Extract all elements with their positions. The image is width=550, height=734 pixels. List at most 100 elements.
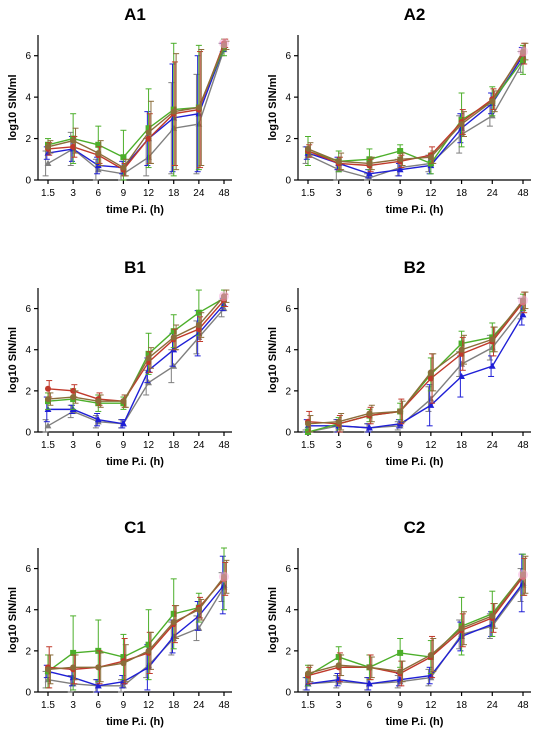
data-point: [145, 647, 152, 654]
x-axis-label: time P.i. (h): [386, 204, 444, 216]
x-tick-label: 12: [143, 188, 155, 199]
data-point: [195, 624, 203, 631]
x-tick-label: 12: [425, 440, 437, 451]
x-axis-label: time P.i. (h): [106, 456, 164, 468]
y-tick-label: 0: [285, 428, 291, 439]
data-point: [145, 135, 152, 142]
chart-title: B1: [124, 258, 146, 277]
y-tick-label: 6: [25, 304, 31, 315]
series-blue: [43, 297, 228, 429]
x-tick-label: 18: [456, 440, 468, 451]
x-axis-label: time P.i. (h): [386, 456, 444, 468]
data-point: [45, 666, 51, 673]
x-tick-label: 12: [143, 440, 155, 451]
data-point: [145, 641, 152, 648]
data-point: [170, 108, 177, 115]
series-brown: [45, 559, 230, 685]
x-tick-label: 48: [218, 700, 230, 711]
chart-title: C2: [404, 518, 426, 537]
highlight-halo: [219, 571, 229, 582]
data-point: [397, 408, 404, 415]
data-point: [95, 398, 102, 405]
data-point: [70, 649, 77, 656]
x-tick-label: 1.5: [41, 440, 55, 451]
x-tick-label: 18: [168, 440, 180, 451]
x-tick-label: 48: [517, 440, 529, 451]
y-tick-label: 2: [25, 646, 31, 657]
series-line: [47, 295, 225, 402]
series-line: [47, 578, 225, 672]
data-point: [458, 346, 465, 353]
x-tick-label: 1.5: [41, 188, 55, 199]
data-point: [45, 385, 51, 392]
data-point: [427, 651, 434, 658]
y-tick-label: 6: [25, 564, 31, 575]
x-tick-label: 24: [487, 700, 499, 711]
y-tick-label: 4: [25, 93, 31, 104]
y-tick-label: 0: [25, 176, 31, 187]
highlight-halo: [518, 569, 528, 580]
y-tick-label: 2: [25, 134, 31, 145]
data-point: [45, 396, 51, 403]
data-point: [95, 150, 102, 157]
x-tick-label: 24: [193, 700, 205, 711]
y-axis-label: log10 SIN/ml: [267, 327, 279, 393]
series-grey: [302, 568, 527, 691]
data-point: [397, 156, 404, 163]
y-tick-label: 6: [285, 564, 291, 575]
y-tick-label: 2: [285, 386, 291, 397]
y-axis-label: log10 SIN/ml: [7, 327, 19, 393]
data-point: [397, 649, 404, 656]
data-point: [366, 410, 373, 417]
x-tick-label: 18: [168, 188, 180, 199]
series-line: [307, 55, 524, 175]
data-point: [366, 174, 373, 181]
x-tick-label: 48: [517, 188, 529, 199]
series-line: [48, 303, 225, 425]
data-point: [427, 369, 434, 376]
x-tick-label: 18: [456, 700, 468, 711]
series-brown: [305, 42, 529, 171]
series-grey: [42, 572, 228, 693]
data-point: [70, 137, 77, 144]
x-tick-label: 3: [336, 440, 342, 451]
x-tick-label: 3: [70, 440, 76, 451]
x-tick-label: 6: [367, 700, 373, 711]
x-tick-label: 9: [121, 700, 127, 711]
data-point: [45, 143, 51, 150]
data-point: [427, 401, 435, 408]
x-tick-label: 1.5: [41, 700, 55, 711]
x-tick-label: 24: [487, 188, 499, 199]
x-tick-label: 9: [121, 440, 127, 451]
data-point: [458, 350, 465, 357]
y-tick-label: 4: [25, 605, 31, 616]
x-tick-label: 12: [425, 188, 437, 199]
data-point: [458, 340, 465, 347]
highlight-halo: [219, 291, 229, 302]
chart-title: B2: [404, 258, 426, 277]
series-line: [307, 301, 524, 425]
data-point: [70, 143, 77, 150]
data-point: [120, 398, 127, 405]
data-point: [95, 664, 102, 671]
x-tick-label: 9: [397, 440, 403, 451]
chart-title: A2: [404, 5, 426, 24]
series-line: [307, 574, 524, 675]
y-tick-label: 2: [285, 134, 291, 145]
series-line: [307, 576, 524, 677]
data-point: [145, 354, 152, 361]
data-point: [366, 160, 373, 167]
data-point: [70, 394, 77, 401]
x-tick-label: 9: [121, 188, 127, 199]
data-point: [44, 422, 52, 429]
data-point: [427, 154, 434, 161]
data-point: [519, 311, 527, 318]
series-brown: [45, 40, 230, 177]
series-line: [47, 584, 225, 687]
data-point: [145, 125, 152, 132]
x-tick-label: 48: [218, 188, 230, 199]
series-line: [47, 308, 225, 427]
y-tick-label: 6: [285, 51, 291, 62]
data-point: [170, 334, 177, 341]
